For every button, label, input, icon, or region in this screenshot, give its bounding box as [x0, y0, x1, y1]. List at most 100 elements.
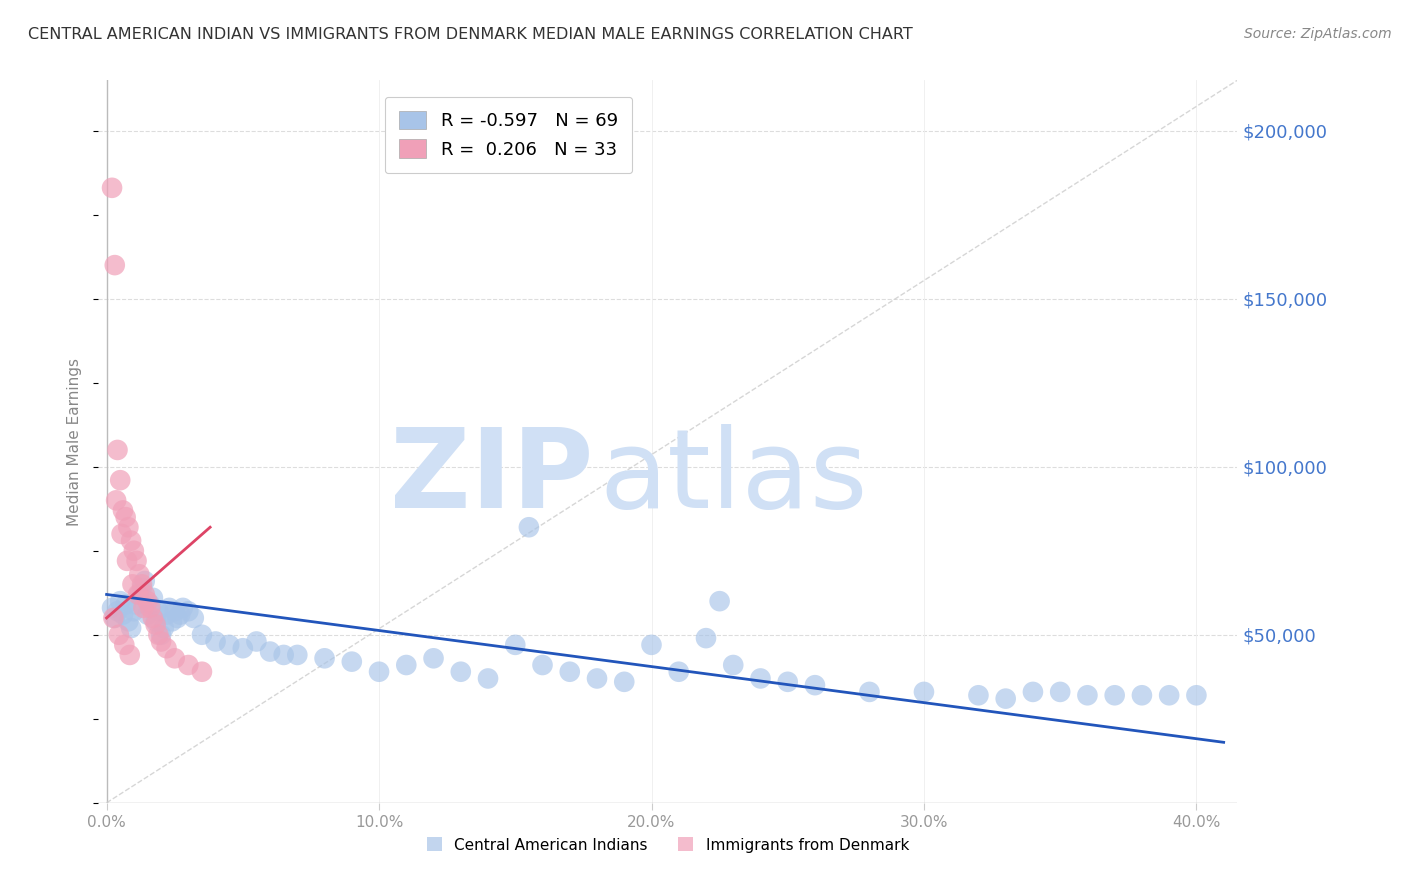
Point: [163, 651, 186, 665]
Point: [245, 634, 267, 648]
Point: [503, 638, 526, 652]
Point: [695, 631, 717, 645]
Point: [104, 258, 127, 272]
Point: [1049, 685, 1071, 699]
Point: [136, 594, 159, 608]
Point: [145, 615, 167, 629]
Point: [177, 658, 200, 673]
Point: [139, 600, 162, 615]
Point: [132, 600, 155, 615]
Point: [128, 567, 150, 582]
Point: [232, 641, 254, 656]
Point: [177, 604, 200, 618]
Point: [122, 604, 145, 618]
Point: [163, 604, 186, 618]
Point: [804, 678, 827, 692]
Point: [110, 594, 132, 608]
Point: [142, 591, 165, 605]
Point: [172, 600, 194, 615]
Point: [395, 658, 418, 673]
Point: [131, 581, 153, 595]
Point: [105, 493, 128, 508]
Point: [912, 685, 935, 699]
Point: [160, 615, 183, 629]
Point: [169, 607, 191, 622]
Point: [285, 648, 308, 662]
Point: [191, 628, 214, 642]
Point: [131, 577, 153, 591]
Point: [422, 651, 444, 665]
Legend: R = -0.597   N = 69, R =  0.206   N = 33: R = -0.597 N = 69, R = 0.206 N = 33: [385, 96, 633, 173]
Point: [155, 607, 177, 622]
Point: [134, 587, 156, 601]
Point: [108, 628, 131, 642]
Point: [112, 638, 135, 652]
Point: [125, 598, 148, 612]
Point: [273, 648, 295, 662]
Point: [1076, 688, 1098, 702]
Point: [1185, 688, 1208, 702]
Point: [723, 658, 745, 673]
Point: [128, 587, 150, 601]
Point: [118, 648, 141, 662]
Point: [142, 611, 165, 625]
Point: [145, 617, 167, 632]
Point: [191, 665, 214, 679]
Point: [150, 634, 173, 648]
Y-axis label: Median Male Earnings: Median Male Earnings: [67, 358, 83, 525]
Point: [101, 600, 124, 615]
Point: [117, 520, 139, 534]
Point: [613, 674, 636, 689]
Point: [127, 587, 149, 601]
Point: [136, 607, 159, 622]
Point: [120, 533, 142, 548]
Point: [259, 644, 281, 658]
Point: [120, 621, 142, 635]
Point: [1159, 688, 1181, 702]
Point: [340, 655, 363, 669]
Point: [640, 638, 662, 652]
Point: [114, 510, 136, 524]
Point: [1022, 685, 1045, 699]
Point: [558, 665, 581, 679]
Point: [114, 598, 136, 612]
Point: [450, 665, 472, 679]
Point: [148, 604, 170, 618]
Point: [111, 503, 134, 517]
Point: [218, 638, 240, 652]
Point: [1130, 688, 1153, 702]
Point: [101, 181, 124, 195]
Point: [153, 621, 176, 635]
Point: [709, 594, 731, 608]
Point: [368, 665, 391, 679]
Point: [477, 672, 499, 686]
Point: [104, 611, 127, 625]
Point: [115, 554, 138, 568]
Point: [531, 658, 554, 673]
Point: [125, 554, 148, 568]
Point: [110, 527, 132, 541]
Point: [858, 685, 880, 699]
Point: [204, 634, 226, 648]
Point: [117, 615, 139, 629]
Point: [134, 574, 156, 588]
Point: [668, 665, 690, 679]
Point: [139, 598, 162, 612]
Point: [157, 600, 180, 615]
Point: [994, 691, 1017, 706]
Point: [1104, 688, 1126, 702]
Point: [110, 473, 132, 487]
Point: [155, 641, 177, 656]
Text: Source: ZipAtlas.com: Source: ZipAtlas.com: [1244, 27, 1392, 41]
Text: atlas: atlas: [599, 425, 868, 531]
Point: [586, 672, 609, 686]
Point: [107, 604, 129, 618]
Point: [107, 442, 129, 457]
Point: [967, 688, 990, 702]
Text: CENTRAL AMERICAN INDIAN VS IMMIGRANTS FROM DENMARK MEDIAN MALE EARNINGS CORRELAT: CENTRAL AMERICAN INDIAN VS IMMIGRANTS FR…: [28, 27, 912, 42]
Point: [111, 607, 134, 622]
Point: [122, 543, 145, 558]
Point: [121, 577, 143, 591]
Point: [103, 611, 125, 625]
Point: [776, 674, 799, 689]
